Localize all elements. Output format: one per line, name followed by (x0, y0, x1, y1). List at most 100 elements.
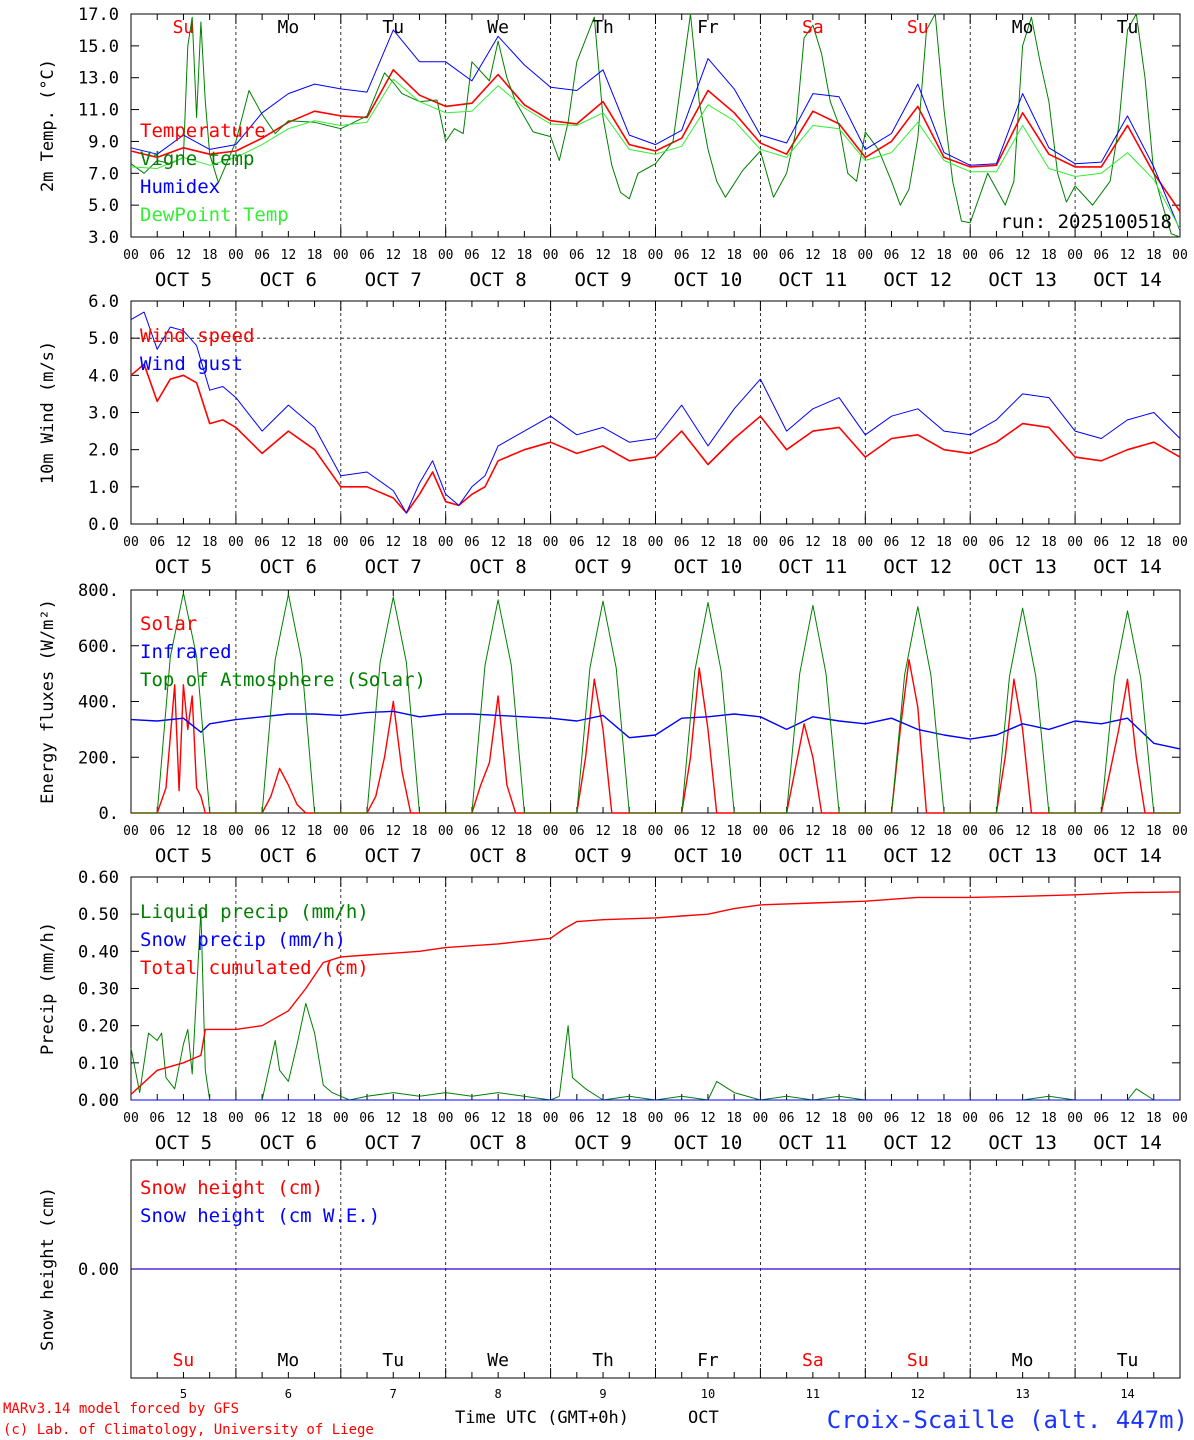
date-label: OCT 8 (470, 269, 527, 291)
hour-tick-label: 00 (123, 535, 139, 550)
y-tick-label: 0.10 (78, 1054, 119, 1074)
day-name: Mo (1012, 1350, 1034, 1371)
date-label: OCT 5 (155, 1132, 212, 1154)
hour-tick-label: 12 (700, 824, 716, 839)
hour-tick-label: 18 (517, 535, 533, 550)
hour-tick-label: 18 (831, 1111, 847, 1126)
hour-tick-label: 00 (753, 248, 769, 263)
hour-tick-label: 00 (648, 1111, 664, 1126)
hour-tick-label: 12 (805, 1111, 821, 1126)
hour-tick-label: 00 (857, 1111, 873, 1126)
hour-tick-label: 18 (936, 1111, 952, 1126)
hour-tick-label: 12 (385, 535, 401, 550)
y-axis-label: 2m Temp. (°C) (38, 59, 58, 192)
y-axis-label: Energy fluxes (W/m²) (38, 599, 58, 804)
y-axis-label: 10m Wind (m/s) (38, 341, 58, 484)
date-label: OCT 12 (883, 845, 952, 867)
series-line-precip-2 (130, 891, 1181, 1095)
model-credit-line-2: (c) Lab. of Climatology, University of L… (3, 1422, 374, 1438)
hour-tick-label: 00 (228, 824, 244, 839)
y-tick-label: 3.0 (88, 228, 119, 248)
hour-tick-label: 12 (1120, 1111, 1136, 1126)
hour-tick-label: 06 (779, 1111, 795, 1126)
date-label: OCT 14 (1093, 556, 1162, 578)
day-name: Th (592, 17, 614, 38)
legend-entry: Total cumulated (cm) (140, 957, 369, 979)
y-tick-label: 800. (78, 581, 119, 601)
date-label: OCT 9 (574, 1132, 631, 1154)
date-label: OCT 6 (260, 1132, 317, 1154)
hour-tick-label: 00 (1067, 1111, 1083, 1126)
day-number: 13 (1015, 1387, 1029, 1401)
hour-tick-label: 00 (438, 824, 454, 839)
panel-snow: 0.00 Snow height (cm) Snow height (cm) Snow… (38, 1159, 1181, 1401)
y-tick-label: 3.0 (88, 404, 119, 424)
hour-tick-label: 06 (674, 1111, 690, 1126)
day-name: We (487, 17, 509, 38)
hour-tick-label: 06 (569, 535, 585, 550)
series-line-temp-2 (130, 29, 1181, 231)
run-annotation: run: 2025100518 (1000, 211, 1172, 233)
date-label: OCT 6 (260, 269, 317, 291)
date-label: OCT 6 (260, 556, 317, 578)
panel-precip: 0.00 0.10 0.20 0.30 0.40 0.50 0.60 Precip (mm/h… (38, 868, 1188, 1154)
hour-tick-label: 00 (753, 1111, 769, 1126)
hour-tick-label: 00 (543, 1111, 559, 1126)
hour-tick-label: 12 (281, 535, 297, 550)
hour-tick-label: 12 (910, 248, 926, 263)
hour-tick-label: 06 (884, 824, 900, 839)
hour-tick-label: 18 (831, 824, 847, 839)
hour-tick-label: 12 (910, 824, 926, 839)
date-label: OCT 7 (365, 556, 422, 578)
hour-tick-label: 18 (202, 535, 218, 550)
date-label: OCT 7 (365, 845, 422, 867)
hour-tick-label: 06 (254, 1111, 270, 1126)
day-name: Mo (278, 17, 300, 38)
hour-tick-label: 06 (464, 535, 480, 550)
hour-tick-label: 12 (595, 535, 611, 550)
y-tick-label: 0.30 (78, 980, 119, 1000)
hour-tick-label: 12 (176, 1111, 192, 1126)
y-tick-label: 600. (78, 637, 119, 657)
hour-tick-label: 12 (595, 824, 611, 839)
hour-tick-label: 12 (281, 824, 297, 839)
hour-tick-label: 00 (962, 248, 978, 263)
date-label: OCT 8 (470, 845, 527, 867)
hour-tick-label: 00 (1067, 535, 1083, 550)
day-name: Mo (278, 1350, 300, 1371)
date-label: OCT 11 (779, 845, 848, 867)
legend-entry: Vigne temp (140, 148, 254, 170)
hour-tick-label: 06 (884, 1111, 900, 1126)
hour-tick-label: 18 (517, 248, 533, 263)
hour-tick-label: 00 (1172, 824, 1188, 839)
y-tick-label: 2.0 (88, 441, 119, 461)
y-tick-label: 400. (78, 693, 119, 713)
hour-tick-label: 00 (228, 248, 244, 263)
hour-tick-label: 18 (1041, 1111, 1057, 1126)
hour-tick-label: 00 (333, 535, 349, 550)
legend-entry: Snow precip (mm/h) (140, 929, 346, 951)
hour-tick-label: 06 (149, 535, 165, 550)
y-tick-label: 4.0 (88, 366, 119, 386)
hour-tick-label: 18 (412, 1111, 428, 1126)
hour-tick-label: 06 (359, 824, 375, 839)
y-tick-label: 0.00 (78, 1260, 119, 1280)
hour-tick-label: 18 (1146, 824, 1162, 839)
hour-tick-label: 00 (228, 1111, 244, 1126)
hour-tick-label: 18 (621, 1111, 637, 1126)
day-number: 8 (495, 1387, 502, 1401)
series-line-wind-1 (130, 311, 1181, 514)
hour-tick-label: 00 (333, 824, 349, 839)
y-tick-label: 0.0 (88, 515, 119, 535)
hour-tick-label: 12 (281, 248, 297, 263)
y-tick-label: 15.0 (78, 37, 119, 57)
panel-flux: 0. 200. 400. 600. 800. Energy fluxes (W/m²) So… (38, 581, 1188, 867)
day-name: Su (173, 1350, 195, 1371)
day-name: Sa (802, 1350, 824, 1371)
y-tick-label: 0.20 (78, 1017, 119, 1037)
hour-tick-label: 06 (1093, 248, 1109, 263)
hour-tick-label: 06 (359, 248, 375, 263)
day-name: Fr (697, 1350, 719, 1371)
hour-tick-label: 12 (385, 248, 401, 263)
